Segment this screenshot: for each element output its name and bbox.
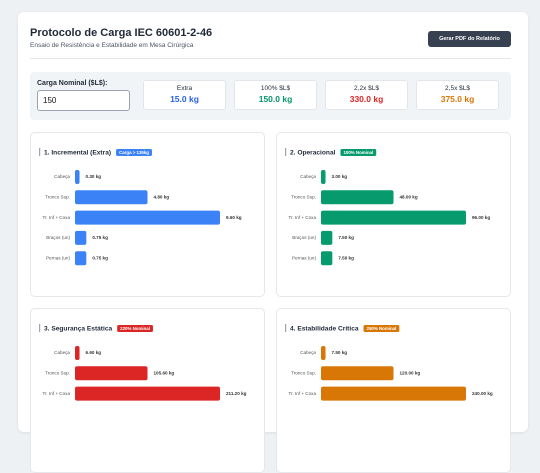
- bar: [75, 346, 80, 360]
- chart-title: 4. Estabilidade Crítica: [290, 325, 359, 332]
- chart-panel: 3. Segurança Estática 220% Nominal Cabeça 6…: [30, 308, 265, 473]
- page-subtitle: Ensaio de Resistência e Estabilidade em …: [30, 42, 194, 49]
- chart: 1. Incremental (Extra) Carga > 135kg Cabeç…: [39, 148, 242, 266]
- badge-text: 100% Nominal: [343, 150, 373, 155]
- value-label: 48.00 kg: [400, 195, 418, 200]
- badge-text: 220% Nominal: [120, 326, 150, 331]
- summary-value: 375.0 kg: [440, 94, 475, 104]
- bar: [75, 386, 220, 401]
- value-label: 105.60 kg: [154, 371, 175, 376]
- divider: [30, 58, 511, 59]
- bar: [321, 366, 394, 381]
- chart: 2. Operacional 100% Nominal Cabeça 3.00 kg T…: [285, 148, 490, 266]
- value-label: 0.75 kg: [92, 235, 108, 240]
- pdf-button[interactable]: Gerar PDF do Relatório: [428, 31, 511, 47]
- chart-panel: 1. Incremental (Extra) Carga > 135kg Cabeç…: [30, 132, 265, 297]
- value-label: 9.60 kg: [226, 215, 242, 220]
- load-input[interactable]: 150: [37, 90, 130, 111]
- value-label: 6.60 kg: [86, 350, 102, 355]
- bar: [321, 346, 326, 360]
- badge-text: Carga > 135kg: [119, 150, 149, 155]
- chart: 4. Estabilidade Crítica 250% Nominal Cabeç…: [285, 324, 493, 401]
- summary-value: 330.0 kg: [349, 94, 384, 104]
- value-label: 120.00 kg: [400, 371, 421, 376]
- summary-value: 15.0 kg: [170, 94, 199, 104]
- summary-label: Extra: [176, 85, 193, 92]
- badge: [340, 149, 377, 156]
- bar: [321, 210, 466, 225]
- bar: [75, 230, 87, 245]
- summary-label: 100% $L$: [260, 85, 291, 92]
- chart-title: 2. Operacional: [290, 149, 336, 156]
- summary-box: 100% $L$ 150.0 kg: [234, 80, 317, 110]
- value-label: 4.80 kg: [154, 195, 170, 200]
- badge: [363, 325, 400, 332]
- bar: [321, 230, 333, 245]
- input-label: Carga Nominal ($L$):: [37, 80, 108, 87]
- category-label: Tronco Sup.: [291, 371, 316, 376]
- chart-panel: 4. Estabilidade Crítica 250% Nominal Cabeç…: [276, 308, 511, 473]
- bar: [321, 386, 466, 401]
- chart-title: 1. Incremental (Extra): [44, 149, 111, 156]
- page: {"header":{"title":"Protocolo de Carga I…: [18, 12, 528, 473]
- category-label: Tronco Sup.: [45, 195, 70, 200]
- value-label: 3.00 kg: [332, 174, 348, 179]
- summary-label: 2,2x $L$: [354, 85, 379, 92]
- chart-title: 3. Segurança Estática: [44, 325, 113, 332]
- summary-box: Extra 15.0 kg: [143, 80, 226, 110]
- bar: [75, 366, 148, 381]
- title-marker: [285, 324, 287, 332]
- badge: [117, 325, 153, 332]
- bar: [75, 210, 220, 225]
- category-label: Cabeça: [54, 174, 70, 179]
- bar: [75, 251, 87, 266]
- value-label: 0.75 kg: [92, 255, 108, 260]
- value-label: 7.50 kg: [338, 255, 354, 260]
- category-label: Tronco Sup.: [291, 195, 316, 200]
- chart-panel: 2. Operacional 100% Nominal Cabeça 3.00 kg T…: [276, 132, 511, 297]
- page-title: Protocolo de Carga IEC 60601-2-46: [30, 27, 213, 39]
- category-label: Cabeça: [300, 350, 316, 355]
- value-label: 7.50 kg: [338, 235, 354, 240]
- value-label: 96.00 kg: [472, 215, 490, 220]
- badge: [116, 149, 152, 156]
- category-label: Tr. Inf + Coxa: [288, 215, 316, 220]
- category-label: Braços (un): [292, 235, 316, 240]
- category-label: Tr. Inf + Coxa: [42, 215, 70, 220]
- summary-value: 150.0 kg: [258, 94, 293, 104]
- category-label: Braços (un): [46, 235, 70, 240]
- category-label: Tr. Inf + Coxa: [42, 391, 70, 396]
- summary-label: 2,5x $L$: [445, 85, 470, 92]
- bar: [75, 170, 80, 184]
- value-label: 0.30 kg: [86, 174, 102, 179]
- summary-box: 2,2x $L$ 330.0 kg: [325, 80, 408, 110]
- category-label: Pernas (un): [292, 255, 316, 260]
- bar: [75, 190, 148, 205]
- chart: 3. Segurança Estática 220% Nominal Cabeça 6…: [39, 324, 247, 401]
- category-label: Cabeça: [54, 350, 70, 355]
- bar: [321, 190, 394, 205]
- category-label: Pernas (un): [46, 255, 70, 260]
- value-label: 7.50 kg: [332, 350, 348, 355]
- category-label: Tronco Sup.: [45, 371, 70, 376]
- summary-box: 2,5x $L$ 375.0 kg: [416, 80, 499, 110]
- title-marker: [285, 148, 287, 156]
- category-label: Tr. Inf + Coxa: [288, 391, 316, 396]
- badge-text: 250% Nominal: [367, 326, 397, 331]
- title-marker: [39, 324, 41, 332]
- bar: [321, 170, 326, 184]
- bar: [321, 251, 333, 266]
- title-marker: [39, 148, 41, 156]
- category-label: Cabeça: [300, 174, 316, 179]
- value-label: 211.20 kg: [226, 391, 247, 396]
- value-label: 240.00 kg: [472, 391, 493, 396]
